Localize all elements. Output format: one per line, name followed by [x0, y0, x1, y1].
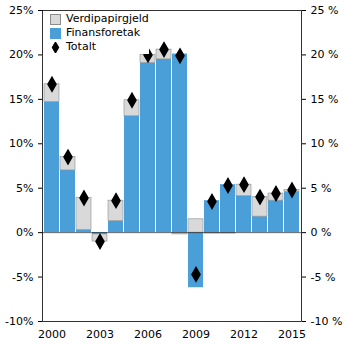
- svg-text:5%: 5%: [16, 182, 33, 195]
- svg-text:-10 %: -10 %: [311, 315, 343, 328]
- html-text:Totalt: Totalt: [66, 40, 96, 53]
- svg-text:2006: 2006: [134, 328, 162, 341]
- svg-text:2000: 2000: [38, 328, 66, 341]
- svg-text:25 %: 25 %: [311, 4, 339, 17]
- html-text:Finansforetak: Finansforetak: [66, 26, 141, 39]
- svg-text:20%: 20%: [9, 48, 33, 61]
- svg-text:2012: 2012: [230, 328, 258, 341]
- svg-text:2015: 2015: [278, 328, 306, 341]
- svg-text:20 %: 20 %: [311, 48, 339, 61]
- svg-text:0%: 0%: [16, 226, 33, 239]
- svg-text:0 %: 0 %: [311, 226, 332, 239]
- svg-text:10 %: 10 %: [311, 137, 339, 150]
- svg-text:-5%: -5%: [12, 271, 33, 284]
- svg-text:2009: 2009: [182, 328, 210, 341]
- svg-text:-5 %: -5 %: [311, 271, 336, 284]
- svg-text:15 %: 15 %: [311, 93, 339, 106]
- html-text:Verdipapirgjeld: Verdipapirgjeld: [66, 12, 149, 25]
- svg-text:10%: 10%: [9, 137, 33, 150]
- svg-text:25%: 25%: [9, 4, 33, 17]
- svg-text:-10%: -10%: [5, 315, 33, 328]
- svg-text:5 %: 5 %: [311, 182, 332, 195]
- svg-text:2003: 2003: [86, 328, 114, 341]
- svg-text:15%: 15%: [9, 93, 33, 106]
